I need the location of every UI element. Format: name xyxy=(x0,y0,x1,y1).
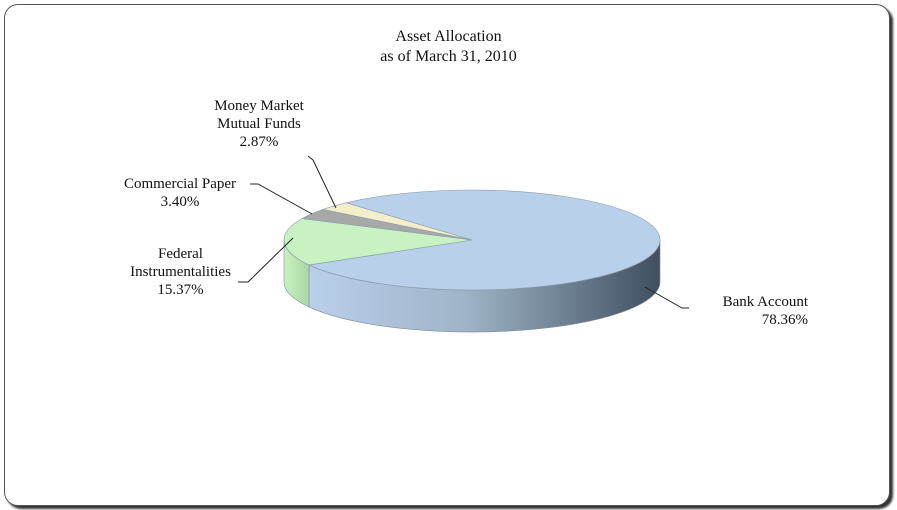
slice-label: Bank Account 78.36% xyxy=(688,293,808,329)
slice xyxy=(283,218,473,266)
chart-title: Asset Allocation xyxy=(395,28,502,45)
slice-label: Federal Instrumentalities 15.37% xyxy=(118,245,243,299)
chart-subtitle: as of March 31, 2010 xyxy=(380,48,517,65)
category-label: Federal Instrumentalities xyxy=(130,246,231,280)
value-label: 15.37% xyxy=(157,282,204,298)
category-label: Bank Account xyxy=(722,294,808,310)
category-label: Money Market Mutual Funds xyxy=(214,98,304,132)
leader-line xyxy=(250,183,313,215)
slice-label: Money Market Mutual Funds 2.87% xyxy=(200,97,318,151)
value-label: 3.40% xyxy=(160,194,200,210)
category-label: Commercial Paper xyxy=(123,176,237,192)
leader-line xyxy=(307,155,337,209)
slice-label: Commercial Paper 3.40% xyxy=(100,175,260,211)
value-label: 78.36% xyxy=(761,312,808,328)
leader-line xyxy=(644,286,689,309)
leader-line xyxy=(238,237,294,283)
slice xyxy=(307,189,661,291)
leader-lines xyxy=(238,155,689,309)
slice xyxy=(322,202,473,241)
value-label: 2.87% xyxy=(239,134,279,150)
